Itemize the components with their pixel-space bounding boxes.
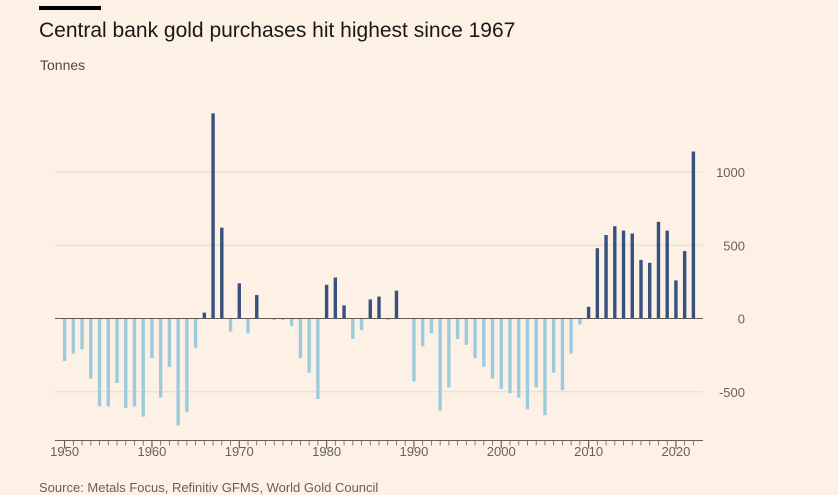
bar-1971 [246, 318, 250, 334]
bar-2003 [525, 318, 530, 410]
bar-2006 [551, 318, 556, 373]
bar-1974 [272, 318, 276, 320]
bar-2000 [499, 318, 503, 389]
bar-1952 [80, 318, 84, 350]
bar-1959 [141, 318, 145, 417]
bar-1962 [167, 318, 172, 367]
bar-1960 [150, 318, 154, 359]
x-tick-label: 2010 [574, 444, 603, 459]
bar-1995 [455, 318, 460, 340]
bar-1969 [228, 318, 233, 332]
bar-1951 [71, 318, 76, 354]
bar-1999 [490, 318, 495, 379]
bar-1992 [429, 318, 434, 334]
bar-2017 [648, 262, 652, 319]
bar-1982 [342, 305, 346, 319]
bar-1994 [447, 318, 451, 388]
y-tick-label: 500 [723, 238, 745, 253]
chart-title: Central bank gold purchases hit highest … [39, 19, 516, 42]
x-tick-label: 1960 [137, 444, 166, 459]
bar-1964 [185, 318, 189, 413]
x-tick-label: 2000 [487, 444, 516, 459]
bar-2020 [674, 280, 678, 319]
bar-1967 [211, 113, 215, 319]
bar-2007 [560, 318, 565, 391]
bar-1958 [132, 318, 137, 407]
bar-1996 [464, 318, 469, 345]
bar-2011 [595, 248, 600, 319]
bar-2005 [543, 318, 547, 416]
bar-1981 [333, 277, 338, 319]
x-tick-label: 1980 [312, 444, 341, 459]
bar-1983 [351, 318, 355, 340]
bar-1993 [438, 318, 442, 411]
bar-1966 [202, 312, 207, 319]
y-tick-label: 0 [738, 312, 745, 327]
x-tick-label: 2020 [661, 444, 690, 459]
x-tick-label: 1950 [50, 444, 79, 459]
bar-1980 [324, 284, 329, 319]
bar-2001 [508, 318, 512, 394]
y-tick-label: 1000 [716, 165, 745, 180]
bar-2016 [639, 259, 643, 319]
bar-2012 [604, 235, 608, 319]
bar-1988 [394, 290, 399, 319]
bar-1957 [124, 318, 128, 408]
bar-1975 [281, 318, 285, 320]
bar-2014 [621, 230, 626, 319]
bar-2008 [569, 318, 573, 354]
x-tick-label: 1990 [399, 444, 428, 459]
bar-1991 [420, 318, 425, 347]
bar-2004 [534, 318, 538, 388]
bar-1972 [255, 295, 259, 319]
bar-1978 [307, 318, 311, 373]
bar-1998 [482, 318, 486, 367]
bar-1990 [412, 318, 416, 382]
bar-1976 [289, 318, 294, 326]
bar-1955 [106, 318, 110, 407]
bar-2002 [517, 318, 521, 398]
bar-1984 [359, 318, 364, 331]
bar-1950 [62, 318, 67, 361]
bar-2022 [691, 151, 696, 319]
source-note: Source: Metals Focus, Refinitiv GFMS, Wo… [39, 480, 379, 495]
header-rule [39, 6, 101, 10]
bar-2010 [586, 306, 591, 319]
bar-1963 [176, 318, 180, 426]
bar-1987 [386, 318, 390, 320]
y-tick-label: -500 [719, 385, 745, 400]
bar-1970 [237, 283, 241, 319]
bar-1965 [193, 318, 198, 348]
bar-1956 [115, 318, 119, 383]
bar-1985 [368, 299, 372, 319]
bar-1977 [298, 318, 303, 359]
bar-1997 [473, 318, 477, 359]
bar-2019 [665, 230, 669, 319]
bar-2013 [613, 226, 617, 319]
y-axis-unit-label: Tonnes [40, 57, 86, 73]
bar-1954 [97, 318, 102, 407]
bar-1953 [89, 318, 93, 379]
bar-1979 [316, 318, 320, 400]
bar-2018 [656, 221, 661, 319]
bar-2009 [578, 318, 582, 325]
x-tick-label: 1970 [225, 444, 254, 459]
bar-2021 [682, 251, 687, 319]
bar-1968 [220, 227, 224, 319]
bar-1961 [158, 318, 163, 398]
bar-1986 [377, 296, 381, 319]
bar-2015 [630, 233, 634, 319]
